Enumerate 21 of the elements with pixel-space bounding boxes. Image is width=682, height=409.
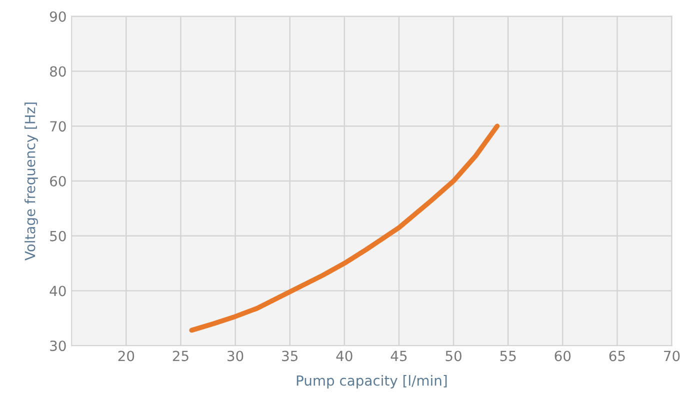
x-tick-label: 55 xyxy=(500,350,516,362)
line-series xyxy=(189,124,500,333)
y-tick-label: 90 xyxy=(50,11,66,22)
x-axis-title: Pump capacity [l/min] xyxy=(296,375,447,388)
x-tick-label: 60 xyxy=(554,350,571,362)
x-tick-label: 20 xyxy=(118,350,134,362)
x-tick-label: 40 xyxy=(336,350,352,362)
x-tick-label: 70 xyxy=(664,350,680,362)
x-tick-label: 50 xyxy=(446,350,462,362)
y-tick-label: 70 xyxy=(50,121,66,132)
x-tick-label: 45 xyxy=(390,350,407,362)
x-tick-label: 30 xyxy=(228,350,244,362)
y-tick-label: 50 xyxy=(50,230,66,242)
y-tick-label: 40 xyxy=(50,286,66,296)
x-tick-label: 65 xyxy=(609,350,625,362)
y-tick-label: 60 xyxy=(50,176,66,186)
x-tick-label: 25 xyxy=(172,350,188,362)
y-tick-label: 30 xyxy=(50,340,66,352)
y-axis-title: Voltage frequency [Hz] xyxy=(24,102,38,260)
x-tick-label: 35 xyxy=(282,350,298,362)
y-tick-label: 80 xyxy=(50,66,66,77)
